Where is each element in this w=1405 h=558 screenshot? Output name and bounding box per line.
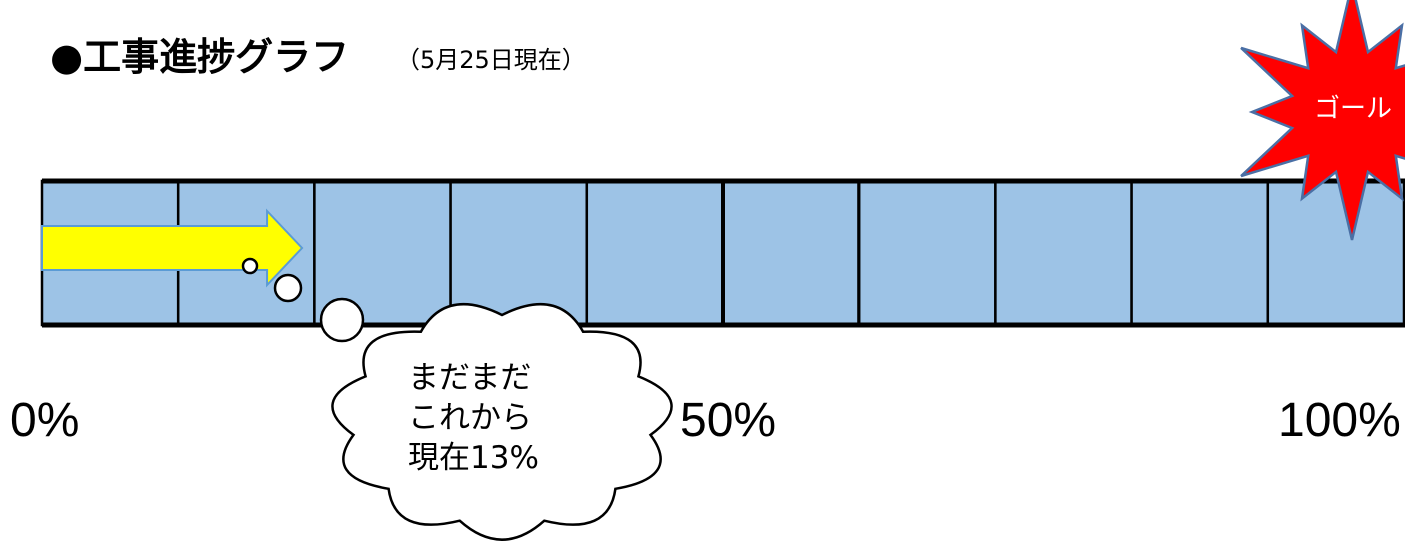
goal-burst-icon [1240,0,1405,241]
thought-bubble-dot-small [241,257,259,275]
tick-label-0: 0% [10,394,80,447]
cloud-line-3: 現在13% [408,440,539,476]
progress-bar [40,178,1405,328]
bar-segment [585,179,725,327]
goal-label: ゴール [1314,94,1393,124]
bar-segment [449,179,589,327]
cloud-line-1: まだまだ [408,360,532,396]
bar-segment [721,179,862,327]
chart-title: ●工事進捗グラフ [50,35,350,79]
bar-segment [1130,179,1270,327]
cloud-line-2: これから [408,400,532,436]
thought-bubble-dot-large [319,297,365,343]
tick-label-100: 100% [1278,394,1401,447]
thought-bubble-dot-medium [273,273,303,303]
bar-segment [994,179,1133,327]
thought-cloud-icon [331,303,673,541]
bar-segment [857,179,997,327]
cloud-annotation: まだまだ これから 現在13% [408,358,608,478]
tick-label-50: 50% [680,394,777,447]
chart-subtitle: （5月25日現在） [396,46,586,74]
bar-segment [1266,179,1405,327]
progress-arrow-icon [41,208,304,288]
